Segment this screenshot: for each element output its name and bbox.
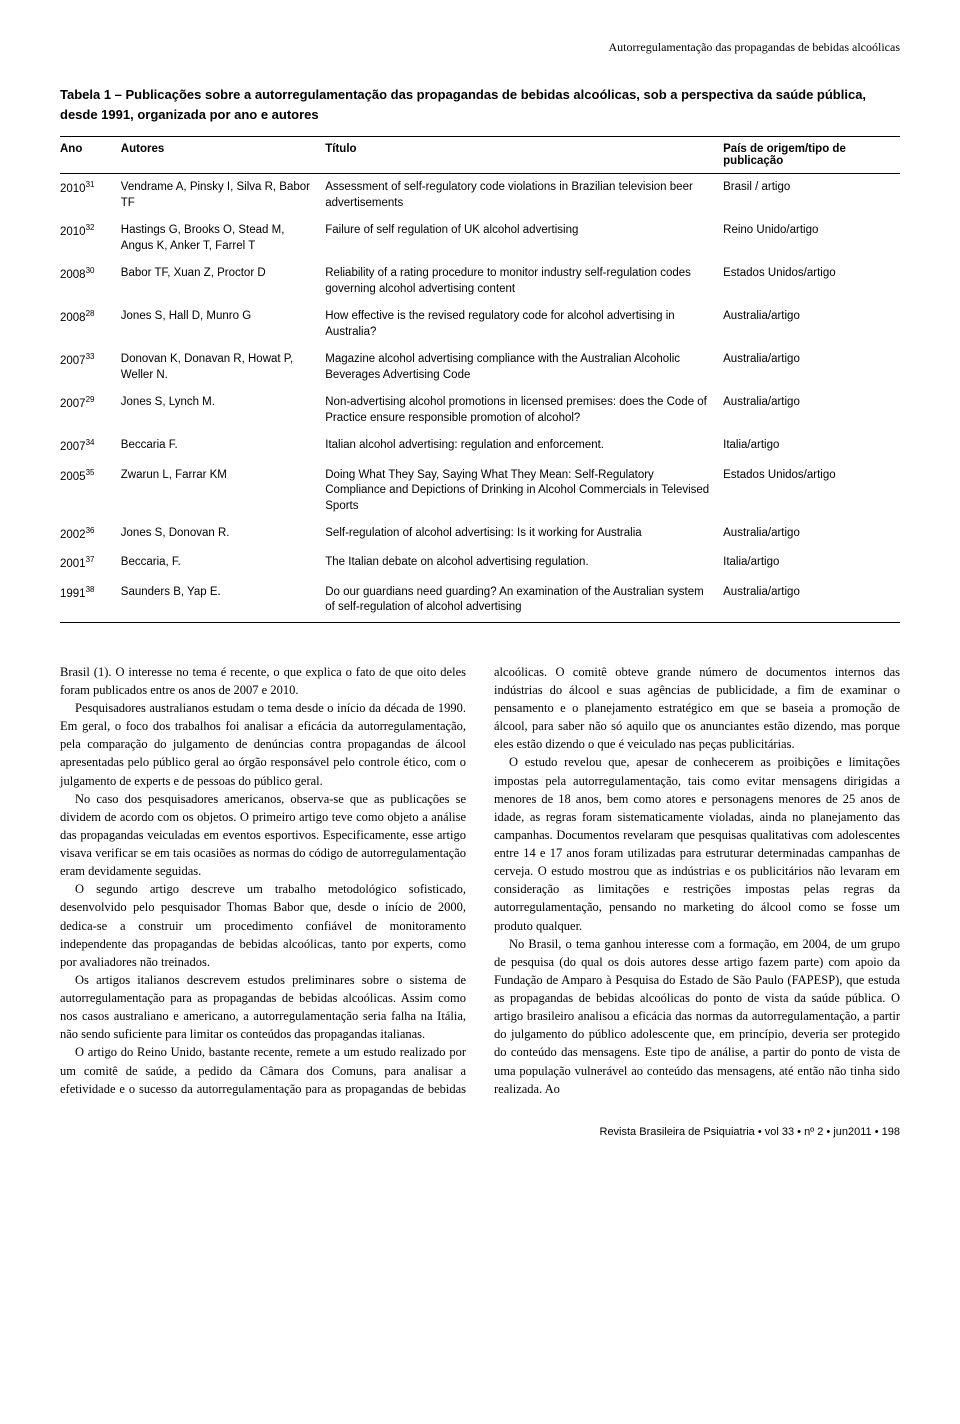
cell-autores: Hastings G, Brooks O, Stead M, Angus K, … (121, 217, 325, 260)
publications-table: Ano Autores Título País de origem/tipo d… (60, 136, 900, 623)
running-header: Autorregulamentação das propagandas de b… (60, 40, 900, 55)
table-row: 199138Saunders B, Yap E.Do our guardians… (60, 579, 900, 623)
col-header-ano: Ano (60, 137, 121, 174)
cell-ano: 200828 (60, 303, 121, 346)
cell-titulo: How effective is the revised regulatory … (325, 303, 723, 346)
body-paragraph: Brasil (1). O interesse no tema é recent… (60, 663, 466, 699)
table-header-row: Ano Autores Título País de origem/tipo d… (60, 137, 900, 174)
cell-autores: Babor TF, Xuan Z, Proctor D (121, 260, 325, 303)
cell-ano: 200830 (60, 260, 121, 303)
cell-pais: Estados Unidos/artigo (723, 462, 900, 521)
cell-pais: Australia/artigo (723, 579, 900, 623)
cell-ano: 200236 (60, 520, 121, 549)
body-paragraph: No Brasil, o tema ganhou interesse com a… (494, 935, 900, 1098)
cell-titulo: Magazine alcohol advertising compliance … (325, 346, 723, 389)
cell-pais: Australia/artigo (723, 520, 900, 549)
cell-ano: 200535 (60, 462, 121, 521)
cell-titulo: Italian alcohol advertising: regulation … (325, 432, 723, 461)
cell-autores: Vendrame A, Pinsky I, Silva R, Babor TF (121, 174, 325, 218)
table-row: 200830Babor TF, Xuan Z, Proctor DReliabi… (60, 260, 900, 303)
table-row: 200828Jones S, Hall D, Munro GHow effect… (60, 303, 900, 346)
table-row: 200733Donovan K, Donavan R, Howat P, Wel… (60, 346, 900, 389)
cell-pais: Australia/artigo (723, 389, 900, 432)
col-header-pais: País de origem/tipo de publicação (723, 137, 900, 174)
cell-pais: Australia/artigo (723, 346, 900, 389)
cell-autores: Zwarun L, Farrar KM (121, 462, 325, 521)
cell-pais: Estados Unidos/artigo (723, 260, 900, 303)
page-footer: Revista Brasileira de Psiquiatria • vol … (60, 1126, 900, 1138)
cell-ano: 199138 (60, 579, 121, 623)
cell-ano: 200733 (60, 346, 121, 389)
cell-titulo: The Italian debate on alcohol advertisin… (325, 549, 723, 578)
cell-autores: Jones S, Lynch M. (121, 389, 325, 432)
cell-autores: Jones S, Hall D, Munro G (121, 303, 325, 346)
cell-pais: Reino Unido/artigo (723, 217, 900, 260)
table-row: 200734Beccaria F.Italian alcohol adverti… (60, 432, 900, 461)
cell-titulo: Non-advertising alcohol promotions in li… (325, 389, 723, 432)
cell-titulo: Doing What They Say, Saying What They Me… (325, 462, 723, 521)
body-paragraph: Pesquisadores australianos estudam o tem… (60, 699, 466, 790)
cell-pais: Italia/artigo (723, 549, 900, 578)
cell-titulo: Assessment of self-regulatory code viola… (325, 174, 723, 218)
cell-autores: Jones S, Donovan R. (121, 520, 325, 549)
cell-autores: Saunders B, Yap E. (121, 579, 325, 623)
table-caption: Tabela 1 – Publicações sobre a autorregu… (60, 85, 900, 124)
cell-ano: 200729 (60, 389, 121, 432)
table-row: 200137Beccaria, F.The Italian debate on … (60, 549, 900, 578)
cell-pais: Australia/artigo (723, 303, 900, 346)
cell-titulo: Do our guardians need guarding? An exami… (325, 579, 723, 623)
cell-autores: Beccaria F. (121, 432, 325, 461)
cell-titulo: Self-regulation of alcohol advertising: … (325, 520, 723, 549)
table-row: 201032Hastings G, Brooks O, Stead M, Ang… (60, 217, 900, 260)
cell-ano: 200734 (60, 432, 121, 461)
cell-ano: 201031 (60, 174, 121, 218)
body-paragraph: O segundo artigo descreve um trabalho me… (60, 880, 466, 971)
cell-pais: Italia/artigo (723, 432, 900, 461)
cell-ano: 200137 (60, 549, 121, 578)
cell-autores: Donovan K, Donavan R, Howat P, Weller N. (121, 346, 325, 389)
body-paragraph: Os artigos italianos descrevem estudos p… (60, 971, 466, 1044)
table-row: 201031Vendrame A, Pinsky I, Silva R, Bab… (60, 174, 900, 218)
table-row: 200535Zwarun L, Farrar KMDoing What They… (60, 462, 900, 521)
cell-pais: Brasil / artigo (723, 174, 900, 218)
cell-autores: Beccaria, F. (121, 549, 325, 578)
table-row: 200729Jones S, Lynch M.Non-advertising a… (60, 389, 900, 432)
table-caption-text: Tabela 1 – Publicações sobre a autorregu… (60, 87, 866, 122)
table-row: 200236Jones S, Donovan R.Self-regulation… (60, 520, 900, 549)
cell-ano: 201032 (60, 217, 121, 260)
article-body: Brasil (1). O interesse no tema é recent… (60, 663, 900, 1098)
col-header-titulo: Título (325, 137, 723, 174)
cell-titulo: Reliability of a rating procedure to mon… (325, 260, 723, 303)
col-header-autores: Autores (121, 137, 325, 174)
body-paragraph: O estudo revelou que, apesar de conhecer… (494, 753, 900, 934)
body-paragraph: No caso dos pesquisadores americanos, ob… (60, 790, 466, 881)
cell-titulo: Failure of self regulation of UK alcohol… (325, 217, 723, 260)
